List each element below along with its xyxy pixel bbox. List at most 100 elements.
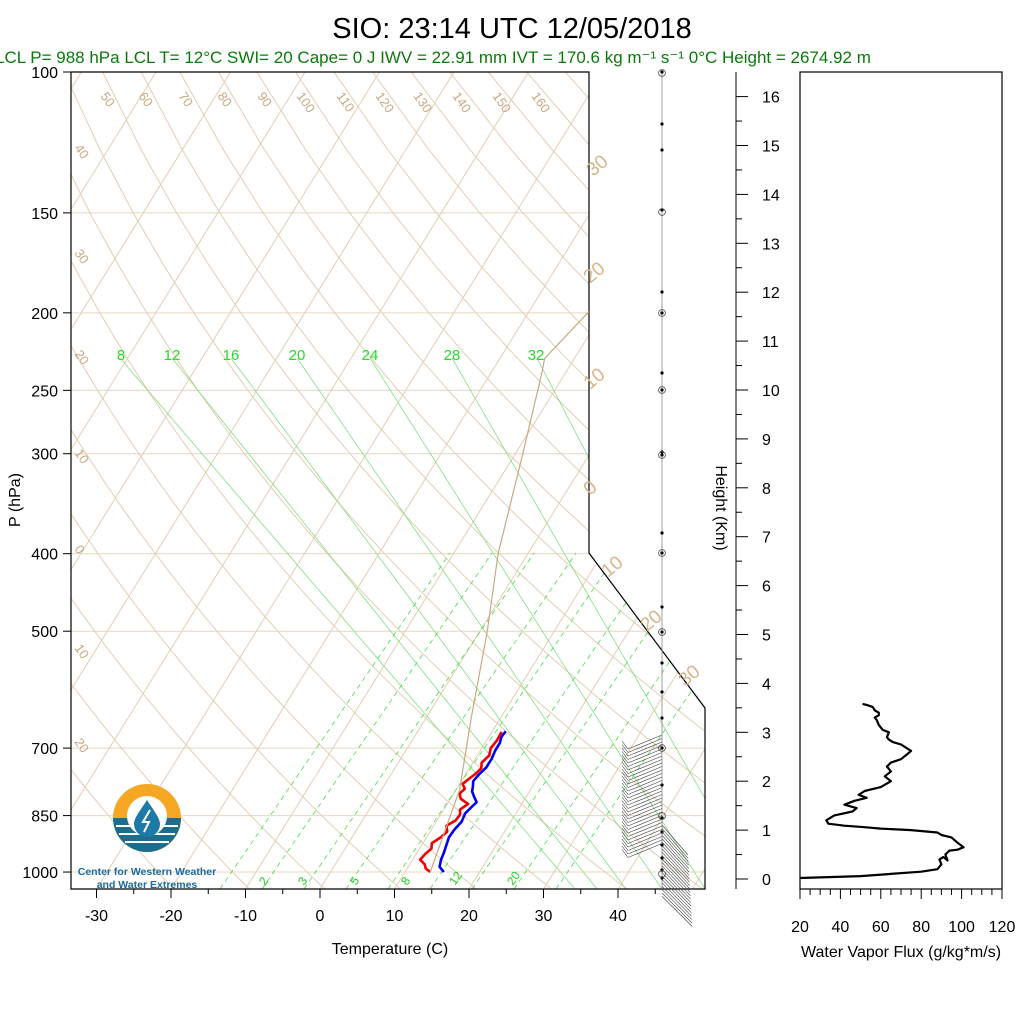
wind-dot-icon	[660, 148, 664, 152]
temperature-tick-label: -10	[234, 908, 257, 925]
wind-barb-icon	[661, 845, 690, 876]
wind-dot-icon	[660, 783, 664, 787]
isotherm-right-label: 0	[580, 477, 602, 500]
wind-barb-icon	[661, 872, 692, 903]
skewt-y-label: P (hPa)	[7, 473, 24, 527]
wind-dot-icon	[660, 453, 664, 457]
wind-calm-icon	[658, 309, 666, 317]
wind-dot-icon	[660, 746, 664, 750]
isotherm-line	[71, 72, 157, 889]
wind-barb-icon	[621, 775, 629, 785]
wind-barb-icon	[621, 779, 629, 788]
wind-calm-icon	[658, 744, 666, 752]
dry-adiabat-label: 50	[98, 89, 119, 109]
wind-barb-icon	[627, 769, 663, 785]
skewt-series	[418, 91, 705, 874]
wind-barb-icon	[661, 858, 691, 890]
wind-barb-icon	[627, 766, 663, 781]
moist-adiabat-label: 3	[295, 874, 310, 888]
height-tick-label: 10	[762, 383, 780, 400]
wind-barb-icon	[627, 783, 663, 799]
isotherm-right-label: 10	[598, 552, 628, 582]
wind-barb-icon	[627, 752, 663, 767]
wind-dot-icon	[660, 551, 664, 555]
wind-barb-icon	[621, 782, 629, 792]
height-tick-label: 14	[762, 187, 780, 204]
isotherm-left-label: 30	[72, 246, 93, 266]
flux-tick-label: 120	[989, 919, 1016, 936]
logo-text-line2: and Water Extremes	[97, 879, 198, 891]
height-tick-label: 1	[762, 823, 771, 840]
flux-axis-ticks: 20 40 60 80 100 120	[791, 889, 1015, 936]
wind-calm-icon	[658, 870, 666, 878]
isotherm-left-label: 40	[72, 141, 93, 161]
moist-adiabat-label: 5	[347, 874, 362, 888]
wind-barb-icon	[621, 751, 629, 760]
wind-barb-icon	[627, 738, 663, 753]
wind-barb-icon	[627, 811, 663, 827]
dry-adiabat-line	[487, 72, 705, 889]
wind-barb-icon	[627, 794, 663, 809]
wind-barb-icon	[661, 838, 690, 869]
moist-adiabat-label: 2	[256, 874, 271, 888]
wind-dot-icon	[660, 122, 664, 126]
dry-adiabat-line	[603, 72, 705, 889]
isotherm-left-label: 20	[72, 347, 93, 367]
wind-barb-icon	[661, 882, 692, 914]
wind-calm-icon	[658, 208, 666, 216]
height-axis-label: Height (Km)	[712, 465, 729, 550]
logo-text-line1: Center for Western Weather	[78, 866, 216, 878]
wind-barb-icon	[621, 810, 629, 820]
wind-barb-icon	[621, 807, 629, 816]
wind-barb-icon	[627, 773, 663, 788]
moist-adiabat-line	[555, 552, 705, 889]
isotherm-line	[543, 72, 705, 889]
dry-adiabat-label: 60	[136, 89, 157, 109]
chart-title: SIO: 23:14 UTC 12/05/2018	[332, 13, 692, 45]
flux-panel-frame	[799, 71, 1003, 890]
isotherm-left-label: 0	[72, 542, 88, 557]
mixing-ratio-label: 16	[223, 347, 240, 364]
wind-barb-icon	[621, 765, 629, 774]
wind-barb-icon	[621, 828, 629, 837]
dry-adiabat-line	[295, 72, 705, 889]
moist-adiabat-line	[429, 552, 661, 889]
wind-barb-icon	[661, 875, 692, 907]
dry-adiabat-line	[102, 72, 705, 889]
temperature-tick-label: 30	[535, 908, 553, 925]
wind-dot-icon	[660, 311, 664, 315]
wind-barb-icon	[661, 841, 690, 873]
moist-adiabat-line	[513, 552, 705, 889]
dry-adiabat-line	[71, 72, 705, 889]
wind-dot-icon	[660, 605, 664, 609]
pressure-tick-label: 850	[31, 809, 58, 826]
pressure-tick-label: 400	[31, 547, 58, 564]
wind-barb-icon	[661, 855, 691, 886]
wind-barb-column	[621, 69, 693, 927]
wind-barb-icon	[627, 822, 663, 837]
isotherm-line	[71, 72, 306, 889]
wind-barb-icon	[621, 740, 629, 750]
flux-series	[799, 702, 965, 880]
pressure-tick-label: 150	[31, 206, 58, 223]
height-tick-label: 16	[762, 90, 780, 107]
mixing-ratio-line	[369, 357, 705, 889]
dry-adiabat-line	[71, 72, 628, 889]
wind-barb-icon	[621, 838, 629, 848]
wind-dot-icon	[660, 716, 664, 720]
pressure-tick-label: 100	[31, 65, 58, 82]
height-tick-label: 12	[762, 285, 780, 302]
flux-tick-label: 40	[832, 919, 850, 936]
wind-dot-icon	[660, 816, 664, 820]
wind-calm-icon	[658, 69, 666, 77]
wind-barb-icon	[627, 818, 663, 834]
wind-barb-icon	[661, 885, 692, 917]
dry-adiabat-label: 150	[490, 89, 515, 115]
dry-adiabat-line	[256, 72, 705, 889]
mixing-ratio-label: 12	[164, 347, 181, 364]
moist-adiabat-line	[345, 552, 577, 889]
dry-adiabat-label: 90	[255, 89, 276, 109]
wind-barb-icon	[627, 825, 663, 841]
isotherm-left-label: 10	[72, 641, 93, 661]
